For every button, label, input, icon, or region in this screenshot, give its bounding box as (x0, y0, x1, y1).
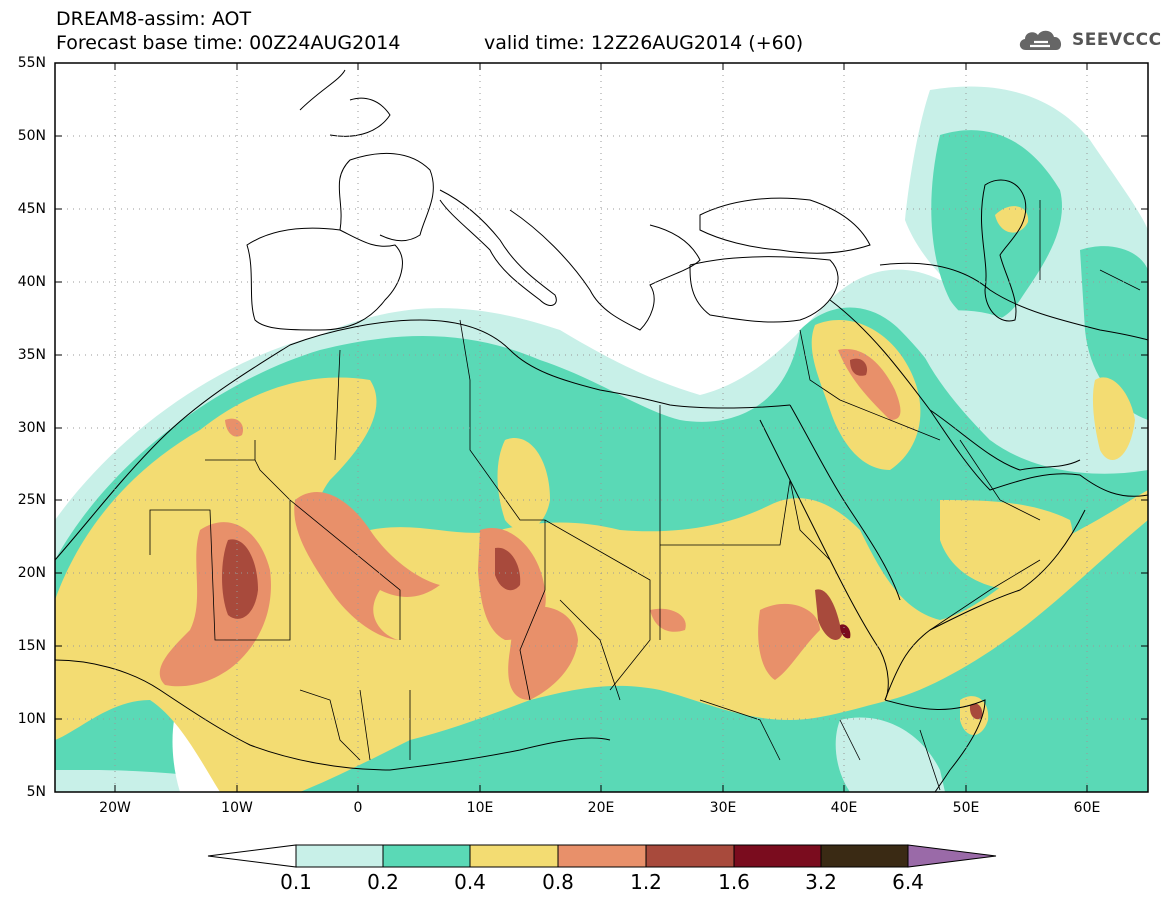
cloud-logo-icon (1019, 30, 1062, 50)
coastline-balkans (509, 209, 701, 331)
lat-label: 5N (26, 784, 46, 800)
coastline-iran (879, 262, 1148, 341)
aot-band-0.8-sudan (758, 603, 820, 680)
aot-band-0.4-arabia (940, 500, 1073, 590)
aot-band-0.4-mesopotamia (811, 320, 921, 470)
colorbar-label: 1.6 (718, 870, 750, 894)
logo-text: SEEVCCC (1072, 30, 1162, 50)
coastline-north-africa (55, 319, 791, 561)
lon-label: 50E (952, 800, 980, 816)
colorbar-label: 3.2 (805, 870, 837, 894)
aot-band-0.4-gulf (1092, 377, 1135, 460)
aot-band-1.6-ethiopia (840, 624, 851, 639)
coastlines (55, 69, 1148, 792)
lon-label: 0 (353, 800, 363, 816)
colorbar-swatch-0.2 (382, 844, 471, 868)
coastline-caspian (980, 179, 1027, 322)
aot-gap-east-africa (835, 717, 945, 792)
aot-band-0.4-caspian (995, 206, 1029, 233)
aot-band-0.4 (55, 377, 1148, 792)
lat-label: 10N (17, 711, 46, 727)
aot-band-0.8-mali (294, 491, 440, 640)
frame-ticks (55, 62, 1148, 792)
colorbar-label: 0.8 (542, 870, 574, 894)
aot-band-0.2-east (1080, 246, 1148, 420)
lat-label: 50N (17, 128, 46, 144)
coastline-iberia (246, 227, 403, 331)
coastline-italy (439, 189, 557, 306)
borders (149, 200, 1141, 791)
colorbar-swatch-0.4 (469, 844, 559, 868)
graticule (55, 63, 1148, 792)
colorbar-label: 6.4 (892, 870, 924, 894)
aot-band-1.2-ethiopia (815, 589, 842, 640)
coastline-west-africa (55, 659, 611, 771)
logo: SEEVCCC (1016, 24, 1162, 56)
aot-band-0.8-westsahara (225, 418, 244, 437)
border-lines (149, 200, 1141, 701)
lat-label: 40N (17, 274, 46, 290)
coastline-red-sea (759, 404, 901, 701)
coastline-persian-gulf (929, 409, 1081, 471)
coastline-horn (884, 699, 986, 792)
coastline-britain (299, 69, 391, 137)
coastline-arabia (829, 299, 1148, 701)
colorbar-swatch-1.6 (733, 844, 822, 868)
lat-label: 15N (17, 638, 46, 654)
aot-band-1.2-mauritania (222, 539, 258, 619)
lon-label: 20W (99, 800, 131, 816)
lat-label: 20N (17, 565, 46, 581)
colorbar-label: 0.4 (454, 870, 486, 894)
colorbar-swatch-1.2 (645, 844, 735, 868)
colorbar-swatch-0.1 (295, 844, 384, 868)
lon-label: 10W (221, 800, 253, 816)
map-title: DREAM8-assim: AOT (56, 8, 252, 30)
valid-time: valid time: 12Z26AUG2014 (+60) (484, 32, 804, 54)
aot-band-1.2-horn (969, 703, 983, 720)
lon-label: 10E (466, 800, 494, 816)
colorbar (207, 844, 997, 868)
coastline-turkey (689, 256, 839, 323)
coastline-black-sea (699, 197, 871, 254)
colorbar-label: 0.2 (367, 870, 399, 894)
lat-label: 35N (17, 347, 46, 363)
aot-band-0.8-tchad-small (650, 608, 686, 632)
lat-label: 30N (17, 420, 46, 436)
forecast-base-time: Forecast base time: 00Z24AUG2014 (56, 32, 401, 54)
lon-label: 60E (1073, 800, 1101, 816)
lon-label: 40E (830, 800, 858, 816)
lon-label: 30E (709, 800, 737, 816)
lat-label: 45N (17, 201, 46, 217)
coastline-france (338, 152, 434, 242)
border-lines-2 (299, 599, 941, 791)
lon-label: 20E (587, 800, 615, 816)
aot-band-1.2-iraq (850, 358, 868, 376)
lat-label: 55N (17, 55, 46, 71)
colorbar-label: 0.1 (280, 870, 312, 894)
colorbar-label: 1.2 (630, 870, 662, 894)
colorbar-swatch-0.8 (557, 844, 647, 868)
colorbar-high-arrow (907, 844, 997, 868)
aot-gap-iran (910, 310, 1148, 474)
aot-band-1.2-niger (495, 547, 521, 591)
colorbar-low-arrow (207, 844, 297, 868)
lat-label: 25N (17, 492, 46, 508)
colorbar-swatch-3.2 (820, 844, 909, 868)
